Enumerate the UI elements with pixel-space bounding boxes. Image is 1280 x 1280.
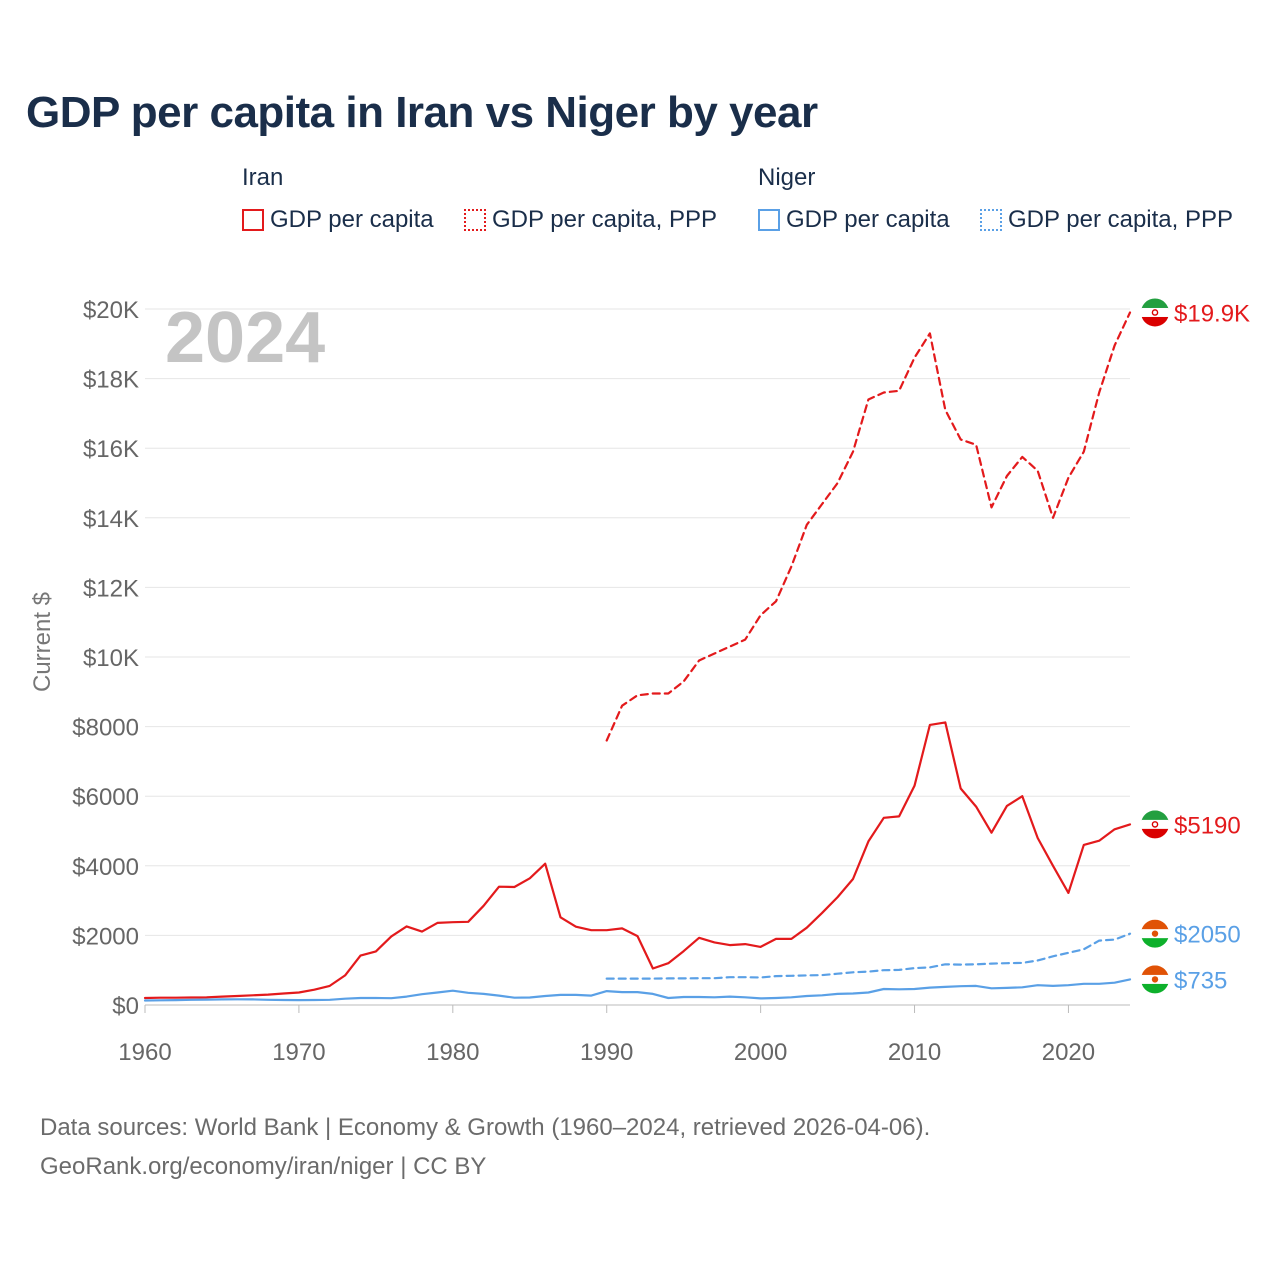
niger-flag-icon <box>1141 919 1169 948</box>
series-end-label: $5190 <box>1174 812 1241 839</box>
legend-swatch-solid-red <box>242 209 264 231</box>
legend-group-niger: Niger <box>758 164 816 191</box>
legend-item-niger-gdp-ppp[interactable]: GDP per capita, PPP <box>980 205 1233 235</box>
axis-layer: $0 $2000 $4000 $6000 $8000 $10K $12K $14K $16K $1… <box>72 297 1095 1066</box>
end-label-layer: $19.9K $5190 $2050 $735 <box>1141 298 1250 994</box>
source-line-1: Data sources: World Bank | Economy & Gro… <box>40 1114 931 1141</box>
chart-title: GDP per capita in Iran vs Niger by year <box>26 88 818 137</box>
series-end-label: $19.9K <box>1174 300 1250 327</box>
legend-swatch-solid-blue <box>758 209 780 231</box>
series-line-iran-gdp-per-capita-ppp[interactable] <box>605 311 1132 742</box>
series-line-iran-gdp-per-capita[interactable] <box>143 721 1132 1000</box>
niger-flag-icon <box>1141 965 1169 994</box>
source-line-2[interactable]: GeoRank.org/economy/iran/niger | CC BY <box>40 1153 487 1180</box>
y-tick-label: $14K <box>83 506 139 533</box>
source-note: Data sources: World Bank | Economy & Gro… <box>40 1108 930 1186</box>
x-tick-label: 1970 <box>272 1039 325 1066</box>
legend-label: GDP per capita <box>270 206 434 233</box>
legend-item-niger-gdp[interactable]: GDP per capita <box>758 205 950 235</box>
y-tick-label: $16K <box>83 436 139 463</box>
series-end-label: $2050 <box>1174 922 1241 949</box>
legend-swatch-dotted-blue <box>980 209 1002 231</box>
y-tick-label: $18K <box>83 367 139 394</box>
y-tick-label: $20K <box>83 297 139 324</box>
iran-flag-icon <box>1141 298 1169 327</box>
y-axis-title: Current $ <box>29 592 56 692</box>
legend-group-iran: Iran <box>242 164 284 191</box>
legend-label: GDP per capita, PPP <box>1008 206 1233 233</box>
grid-layer <box>145 308 1130 1006</box>
legend-label: GDP per capita <box>786 206 950 233</box>
x-tick-label: 2020 <box>1042 1039 1095 1066</box>
y-tick-label: $4000 <box>72 854 139 881</box>
year-watermark: 2024 <box>165 298 325 378</box>
x-tick-label: 1980 <box>426 1039 479 1066</box>
legend-swatch-dotted-red <box>464 209 486 231</box>
legend-item-iran-gdp[interactable]: GDP per capita <box>242 205 434 235</box>
x-tick-label: 1990 <box>580 1039 633 1066</box>
series-layer <box>143 311 1132 1002</box>
y-tick-label: $0 <box>112 993 139 1020</box>
x-tick-label: 2010 <box>888 1039 941 1066</box>
y-tick-label: $12K <box>83 575 139 602</box>
y-tick-label: $2000 <box>72 923 139 950</box>
series-end-label: $735 <box>1174 967 1227 994</box>
legend-item-iran-gdp-ppp[interactable]: GDP per capita, PPP <box>464 205 717 235</box>
series-line-niger-gdp-per-capita[interactable] <box>143 978 1132 1002</box>
legend-label: GDP per capita, PPP <box>492 206 717 233</box>
iran-flag-icon <box>1141 810 1169 839</box>
y-tick-label: $6000 <box>72 784 139 811</box>
y-tick-label: $8000 <box>72 715 139 742</box>
y-tick-label: $10K <box>83 645 139 672</box>
x-tick-label: 1960 <box>118 1039 171 1066</box>
series-line-niger-gdp-per-capita-ppp[interactable] <box>605 932 1132 980</box>
x-tick-label: 2000 <box>734 1039 787 1066</box>
